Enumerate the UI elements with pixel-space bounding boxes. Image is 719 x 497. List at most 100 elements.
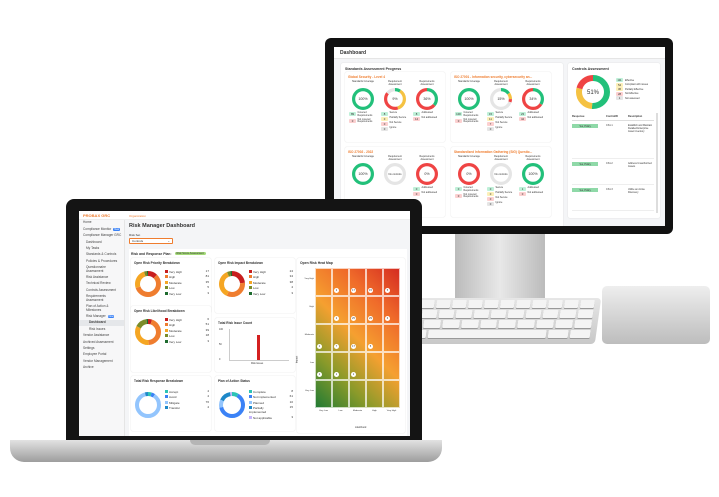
sidebar-item[interactable]: Home: [79, 220, 124, 226]
heat-map-cell[interactable]: [366, 380, 383, 408]
top-bar: Dashboard: [334, 47, 665, 59]
sidebar-item[interactable]: Plan of Action & Milestones: [79, 304, 124, 314]
heat-map-count[interactable]: 2: [334, 288, 339, 293]
heat-map-count[interactable]: 6: [385, 316, 390, 321]
heat-map-cell[interactable]: [349, 296, 366, 324]
table-row[interactable]: Yes, Policy CS1.3 Utilize an Active Discov…: [572, 185, 654, 211]
heat-map-cell[interactable]: [349, 380, 366, 408]
heat-map-count[interactable]: 17: [351, 344, 356, 349]
donut-column-label: Requirement Assessment: [494, 80, 508, 86]
sidebar-item[interactable]: Vendor Management: [79, 358, 124, 364]
legend-count: 11: [487, 117, 494, 121]
heat-map-count[interactable]: 5: [385, 288, 390, 293]
sidebar-item[interactable]: Dashboard: [79, 320, 124, 327]
heat-map-cell[interactable]: [332, 296, 349, 324]
legend-label: Not Effective: [625, 92, 639, 96]
heat-map-count[interactable]: 1: [334, 372, 339, 377]
legend-value: 76: [205, 399, 209, 404]
standard-card[interactable]: Standardized Information Gathering (SIG)…: [451, 147, 551, 217]
breadcrumb[interactable]: Organization: [129, 213, 147, 218]
sidebar-item[interactable]: Standards & Controls: [79, 252, 124, 258]
heat-map-cell[interactable]: [315, 268, 332, 296]
sidebar-item[interactable]: Technical Review: [79, 281, 124, 287]
heat-map-cell[interactable]: [315, 352, 332, 380]
sidebar-item[interactable]: Risk Manager New: [79, 314, 124, 320]
panel-title: Open Risk Priority Breakdown: [134, 261, 180, 265]
sidebar-item[interactable]: Controls Assessment: [79, 287, 124, 293]
legend-value: 3: [207, 290, 209, 295]
legend-item: 44 Not addressed: [519, 116, 550, 121]
laptop-screen: PROBAX GRC Organization Home Compliance M…: [79, 211, 410, 436]
heat-map-cell[interactable]: [383, 380, 400, 408]
heat-map-cell[interactable]: [332, 268, 349, 296]
heat-map-cell[interactable]: [332, 352, 349, 380]
legend-label: Not Secure: [389, 121, 402, 124]
legend-label: Addressed: [421, 186, 433, 189]
sidebar-item[interactable]: Archive: [79, 365, 124, 371]
heat-map-cell[interactable]: [332, 324, 349, 352]
sidebar-item[interactable]: Vendor Assistance: [79, 333, 124, 339]
heat-map-cell[interactable]: [383, 296, 400, 324]
y-tick: 50: [219, 343, 222, 346]
response-button[interactable]: Yes, Policy: [572, 124, 598, 128]
heat-map-cell[interactable]: [383, 352, 400, 380]
heat-map-count[interactable]: 25: [351, 316, 356, 321]
heat-map-count[interactable]: 1: [317, 344, 322, 349]
legend-value: 4: [207, 394, 209, 399]
heat-map-cell[interactable]: [349, 324, 366, 352]
donut-segment: [416, 88, 438, 110]
legend-item: Transfer 4: [165, 406, 209, 411]
legend-label: High: [253, 275, 260, 280]
sidebar-item[interactable]: Archived Assessment: [79, 339, 124, 345]
standard-card[interactable]: Global Security - Level 4 Standards Cover…: [345, 72, 445, 142]
sidebar-item[interactable]: Settings: [79, 346, 124, 352]
heat-map-cell[interactable]: [383, 324, 400, 352]
sidebar-item[interactable]: Risk Assistance: [79, 275, 124, 281]
heat-map-count[interactable]: 17: [351, 288, 356, 293]
table-scrollbar[interactable]: [656, 113, 658, 213]
heat-map-cell[interactable]: [332, 380, 349, 408]
sidebar-item[interactable]: Compliance Manager GRC: [79, 233, 124, 239]
heat-map-cell[interactable]: [349, 268, 366, 296]
y-tick: Very Low: [305, 390, 314, 392]
table-row[interactable]: Yes, Policy CS1.2 Address Unauthorized Ass…: [572, 159, 654, 185]
donut-label: 100%: [528, 172, 538, 176]
sidebar-item[interactable]: Questionnaire Assessment: [79, 265, 124, 275]
sidebar-item[interactable]: Requirements Assessment: [79, 294, 124, 304]
heat-map-cell[interactable]: [366, 296, 383, 324]
legend-value: 15: [289, 405, 293, 410]
heat-map-cell[interactable]: [366, 268, 383, 296]
sidebar-item[interactable]: Employee Portal: [79, 352, 124, 358]
heat-map-cell[interactable]: [366, 324, 383, 352]
response-button[interactable]: Yes, Policy: [572, 162, 598, 166]
heat-map-cell[interactable]: [315, 296, 332, 324]
legend-label: Not addressed: [421, 191, 438, 194]
legend-item: Moderate 38: [249, 280, 293, 286]
heat-map-count[interactable]: 29: [368, 316, 373, 321]
heat-map-count[interactable]: 1: [351, 372, 356, 377]
heat-map-count[interactable]: 15: [368, 288, 373, 293]
legend-item: 0 Not covered Requirements: [455, 118, 486, 125]
legend-label: Addressed: [421, 111, 433, 114]
sidebar-item[interactable]: My Tasks: [79, 246, 124, 252]
heat-map-count[interactable]: 5: [368, 344, 373, 349]
heat-map-cell[interactable]: [383, 268, 400, 296]
control-id: CS1.2: [606, 162, 613, 165]
heat-map-cell[interactable]: [315, 380, 332, 408]
sidebar-item[interactable]: Dashboard: [79, 239, 124, 245]
heat-map-count[interactable]: 7: [334, 344, 339, 349]
heat-map-count[interactable]: 1: [317, 372, 322, 377]
heat-map-cell[interactable]: [349, 352, 366, 380]
standard-card[interactable]: ISO 27001 - Information security, cybers…: [451, 72, 551, 142]
table-row[interactable]: Yes, Policy CS1.1 Establish and Maintain D…: [572, 121, 654, 159]
legend-value: 4: [207, 389, 209, 393]
heat-map-count[interactable]: 2: [334, 316, 339, 321]
risk-set-select[interactable]: Controls ⌄: [129, 238, 173, 244]
sidebar-item[interactable]: Risk Issues: [79, 326, 124, 332]
sidebar-item[interactable]: Policies & Procedures: [79, 258, 124, 264]
heat-map-cell[interactable]: [366, 352, 383, 380]
legend-count: 8: [381, 112, 388, 116]
heat-map-cell[interactable]: [315, 324, 332, 352]
response-button[interactable]: Yes, Policy: [572, 188, 598, 192]
sidebar-item[interactable]: Compliance Monitor New: [79, 226, 124, 232]
